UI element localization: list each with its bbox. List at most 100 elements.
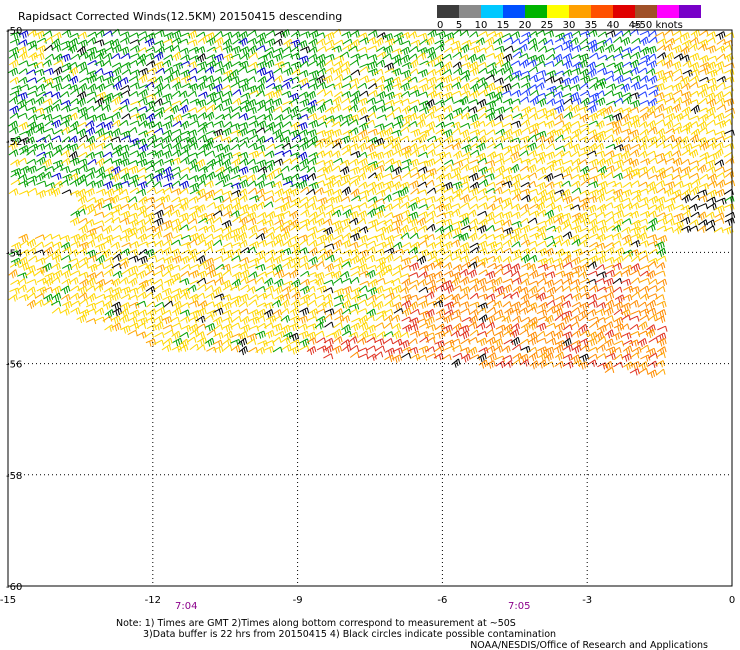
wind-barb: [325, 118, 335, 125]
wind-barb: [257, 104, 267, 112]
wind-barb: [197, 112, 208, 120]
wind-barb: [18, 190, 30, 197]
wind-barb: [299, 307, 310, 316]
wind-barb: [187, 61, 198, 69]
wind-barb: [265, 143, 276, 150]
wind-barb: [222, 242, 233, 249]
wind-barb: [426, 168, 437, 177]
wind-barb: [163, 337, 173, 346]
wind-barb: [578, 53, 590, 62]
wind-barb: [435, 219, 447, 227]
wind-barb: [102, 239, 112, 246]
wind-barb: [197, 106, 207, 113]
wind-barb: [597, 180, 608, 190]
wind-barb: [281, 106, 292, 115]
wind-barb: [248, 120, 259, 128]
wind-barb: [238, 301, 249, 308]
wind-barb: [255, 276, 265, 284]
wind-barb: [569, 321, 580, 328]
legend-tick-label: 30: [563, 20, 576, 31]
wind-barb: [705, 92, 716, 101]
wind-barb: [713, 217, 725, 224]
wind-barb: [128, 202, 139, 211]
wind-barb: [137, 36, 148, 43]
wind-barb: [637, 250, 648, 257]
wind-barb: [323, 313, 333, 321]
wind-barb: [587, 346, 599, 353]
wind-barb: [408, 166, 419, 173]
wind-barb: [477, 157, 488, 164]
wind-barb: [222, 269, 232, 276]
wind-barb: [546, 337, 557, 346]
wind-barb: [435, 106, 446, 113]
wind-barb: [112, 44, 122, 54]
wind-barb: [570, 150, 581, 158]
wind-barb: [614, 83, 626, 90]
wind-barb: [136, 167, 147, 174]
wind-barb: [197, 239, 207, 246]
wind-barb: [663, 150, 673, 159]
wind-barb: [231, 202, 242, 212]
wind-barb: [689, 115, 700, 122]
wind-barb: [230, 129, 242, 137]
wind-barb: [265, 171, 276, 181]
wind-barb: [374, 37, 384, 47]
wind-barb: [162, 134, 172, 144]
wind-barb: [623, 202, 633, 211]
wind-barb: [137, 309, 148, 317]
wind-barb: [333, 256, 344, 265]
wind-barb: [170, 209, 181, 217]
wind-barb: [43, 82, 53, 89]
wind-barb: [425, 172, 435, 180]
wind-barb: [442, 61, 453, 71]
wind-barb: [537, 359, 547, 369]
wind-barb: [527, 37, 538, 46]
wind-barb: [154, 106, 166, 115]
wind-barb: [638, 84, 649, 91]
wind-barb: [28, 255, 38, 262]
wind-barb: [407, 218, 419, 228]
wind-barb: [265, 76, 276, 83]
wind-barb: [257, 76, 267, 86]
wind-barb: [231, 333, 242, 340]
wind-barb: [263, 190, 275, 197]
wind-barb: [203, 246, 214, 253]
wind-barb: [102, 203, 113, 211]
wind-barb: [519, 338, 530, 345]
wind-barb: [240, 315, 250, 326]
wind-barb: [206, 329, 217, 336]
wind-barb: [545, 271, 556, 279]
wind-barb: [689, 69, 700, 77]
wind-barb: [469, 31, 479, 38]
wind-barb: [153, 61, 165, 70]
wind-barb: [349, 158, 359, 167]
wind-barb: [61, 263, 73, 272]
wind-barb: [563, 361, 574, 369]
wind-barb: [434, 43, 445, 52]
wind-barb: [120, 98, 130, 106]
wind-barb: [417, 144, 428, 152]
lon-label: -6: [437, 595, 447, 606]
wind-barb: [409, 232, 419, 240]
wind-barb: [249, 316, 260, 325]
wind-barb: [435, 67, 446, 77]
wind-barb: [316, 253, 326, 262]
wind-barb: [300, 186, 310, 193]
wind-barb: [341, 278, 352, 285]
wind-barb: [332, 239, 343, 249]
wind-barb: [212, 216, 223, 224]
wind-barb: [588, 241, 599, 248]
wind-barb: [546, 159, 557, 167]
wind-barb: [104, 188, 115, 198]
wind-barb: [136, 113, 147, 122]
wind-barb: [62, 300, 73, 310]
wind-barb: [586, 61, 597, 71]
wind-barb: [129, 120, 140, 127]
wind-barb: [724, 129, 735, 136]
wind-barb: [495, 67, 506, 76]
wind-barb: [503, 360, 513, 368]
wind-barb: [348, 104, 359, 112]
wind-barb: [206, 171, 216, 181]
wind-barb: [442, 83, 454, 92]
wind-barb: [331, 45, 342, 53]
